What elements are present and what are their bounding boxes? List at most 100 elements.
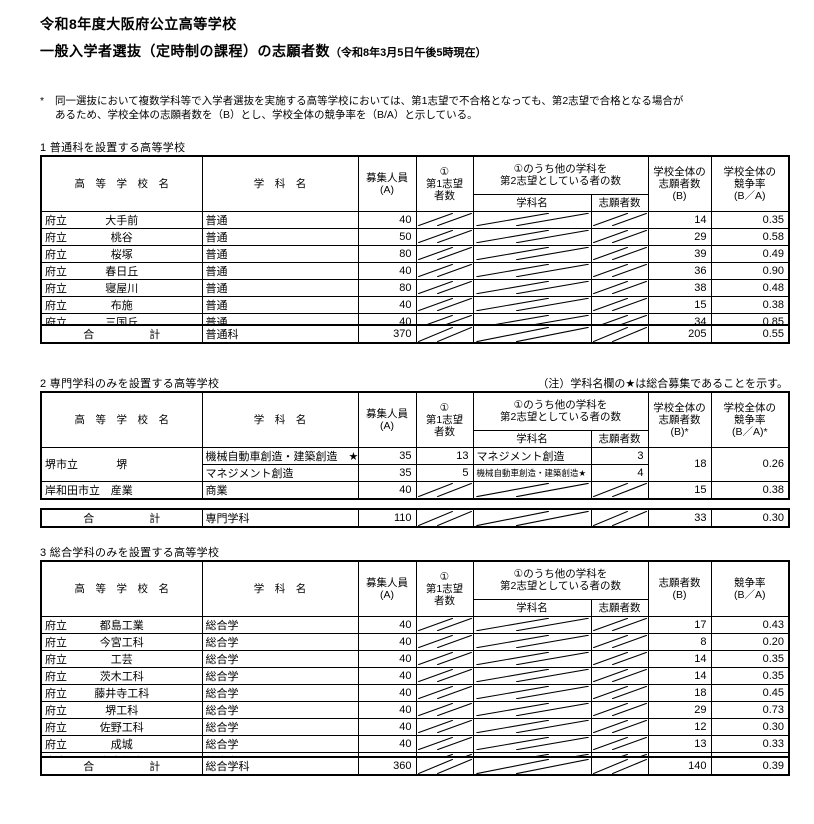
ratio-cell: 0.35 xyxy=(710,210,790,229)
na-slash-icon xyxy=(417,703,473,716)
capacity-cell: 35 xyxy=(357,446,417,465)
ratio-cell: 0.38 xyxy=(710,295,790,314)
na-slash-icon xyxy=(592,483,648,497)
col-header-department: 学 科 名 xyxy=(201,560,359,617)
school-prefix: 府立 xyxy=(45,704,67,717)
school-name-cell: 府立 桜塚 xyxy=(40,244,203,263)
na-slash-icon xyxy=(592,686,648,699)
second-count-cell xyxy=(590,295,649,314)
section2-table-wrapper: 高 等 学 校 名 学 科 名 募集人員 (A) ① 第1志望 者数 ①のうち他… xyxy=(40,391,790,500)
second-dept-cell xyxy=(472,649,592,668)
document-title-main: 一般入学者選抜（定時制の課程）の志願者数 xyxy=(40,43,330,59)
na-slash-icon xyxy=(474,669,591,682)
first-choice-cell xyxy=(415,615,474,634)
applicants-cell: 36 xyxy=(647,261,712,280)
second-count-cell xyxy=(590,683,649,702)
school-name: 工芸 xyxy=(110,653,133,666)
applicants-cell: 39 xyxy=(647,244,712,263)
total-dept-cell: 普通科 xyxy=(201,324,359,344)
na-slash-icon xyxy=(592,230,648,243)
school-name: 成城 xyxy=(110,738,133,751)
total-capacity-cell: 110 xyxy=(357,508,417,528)
first-choice-cell xyxy=(415,295,474,314)
second-dept-cell xyxy=(472,632,592,651)
col-header-first-choice: ① 第1志望 者数 xyxy=(415,391,474,448)
ratio-cell: 0.90 xyxy=(710,261,790,280)
school-name: 堺工科 xyxy=(105,704,139,717)
department-cell: 商業 xyxy=(201,480,359,499)
capacity-cell: 40 xyxy=(357,700,417,719)
school-prefix: 堺市立 xyxy=(45,459,78,471)
second-dept-cell xyxy=(472,734,592,753)
section1-total-wrapper: 合 計 普通科 370 205 0.55 xyxy=(40,324,790,344)
department-cell: 普通 xyxy=(201,210,359,229)
na-slash-icon xyxy=(417,720,473,733)
section3-total-wrapper: 合 計 総合学科 360 140 0.39 xyxy=(40,756,790,776)
school-prefix: 府立 xyxy=(45,670,67,683)
ratio-cell: 0.26 xyxy=(710,446,790,482)
school-prefix: 岸和田市立 xyxy=(45,484,100,497)
school-prefix: 府立 xyxy=(45,636,67,649)
na-slash-icon xyxy=(592,652,648,665)
second-dept-cell: 機械自動車創造・建築創造★ xyxy=(472,463,592,482)
table-futsuka-schools: 高 等 学 校 名 学 科 名 募集人員 (A) ① 第1志望 者数 ①のうち他… xyxy=(40,155,790,332)
school-prefix: 府立 xyxy=(45,265,67,278)
department-cell: 総合学 xyxy=(201,649,359,668)
ratio-cell: 0.73 xyxy=(710,700,790,719)
first-choice-cell xyxy=(415,210,474,229)
document-title-line1: 令和8年度大阪府公立高等学校 xyxy=(40,16,237,32)
na-slash-icon xyxy=(592,759,648,774)
na-slash-icon xyxy=(592,327,648,342)
capacity-cell: 40 xyxy=(357,717,417,736)
section2-star-note: （注）学科名欄の★は総合募集であることを示す。 xyxy=(537,378,788,390)
col-header-second-choice-group: ①のうち他の学科を 第2志望としている者の数 xyxy=(472,391,649,431)
capacity-cell: 35 xyxy=(357,463,417,482)
col-header-ratio: 競争率 (B／A) xyxy=(710,560,790,617)
department-cell: 総合学 xyxy=(201,666,359,685)
school-row: 府立 布施 普通 40 15 0.38 xyxy=(40,295,790,314)
ratio-cell: 0.49 xyxy=(710,244,790,263)
first-choice-cell xyxy=(415,700,474,719)
document-title-datetime: （令和8年3月5日午後5時現在） xyxy=(330,47,487,59)
department-cell: 普通 xyxy=(201,227,359,246)
second-dept-cell xyxy=(472,324,592,344)
second-count-cell xyxy=(590,700,649,719)
school-name: 大手前 xyxy=(105,214,139,227)
ratio-cell: 0.20 xyxy=(710,632,790,651)
na-slash-icon xyxy=(592,635,648,648)
second-dept-cell xyxy=(472,227,592,246)
first-choice-cell xyxy=(415,508,474,528)
na-slash-icon xyxy=(474,635,591,648)
second-dept-cell xyxy=(472,615,592,634)
col-header-school-total: 学校全体の 志願者数 (B)* xyxy=(647,391,712,448)
capacity-cell: 80 xyxy=(357,244,417,263)
col-header-ratio: 学校全体の 競争率 (B／A) xyxy=(710,155,790,212)
section2-title: 2 専門学科のみを設置する高等学校 xyxy=(40,378,220,390)
second-dept-cell xyxy=(472,717,592,736)
na-slash-icon xyxy=(592,669,648,682)
second-dept-cell xyxy=(472,295,592,314)
section1-title: 1 普通科を設置する高等学校 xyxy=(40,142,186,154)
col-header-department: 学 科 名 xyxy=(201,155,359,212)
section3-table-wrapper: 高 等 学 校 名 学 科 名 募集人員 (A) ① 第1志望 者数 ①のうち他… xyxy=(40,560,790,771)
second-dept-cell xyxy=(472,261,592,280)
total-row: 合 計 専門学科 110 33 0.30 xyxy=(40,508,790,528)
applicants-cell: 12 xyxy=(647,717,712,736)
col-header-second-choice-group: ①のうち他の学科を 第2志望としている者の数 xyxy=(472,155,649,195)
second-dept-cell xyxy=(472,700,592,719)
school-prefix: 府立 xyxy=(45,299,67,312)
capacity-cell: 40 xyxy=(357,734,417,753)
first-choice-cell xyxy=(415,717,474,736)
school-row: 府立 寝屋川 普通 80 38 0.48 xyxy=(40,278,790,297)
second-count-cell xyxy=(590,666,649,685)
school-row: 府立 大手前 普通 40 14 0.35 xyxy=(40,210,790,229)
na-slash-icon xyxy=(474,483,591,497)
school-row: マネジメント創造 35 5 機械自動車創造・建築創造★ 4 xyxy=(41,463,789,482)
total-applicants-cell: 205 xyxy=(647,324,712,344)
second-dept-cell xyxy=(472,756,592,776)
school-row: 府立 茨木工科 総合学 40 14 0.35 xyxy=(40,666,790,685)
second-count-cell xyxy=(590,632,649,651)
second-count-cell: 4 xyxy=(590,463,649,482)
school-row: 府立 春日丘 普通 40 36 0.90 xyxy=(40,261,790,280)
